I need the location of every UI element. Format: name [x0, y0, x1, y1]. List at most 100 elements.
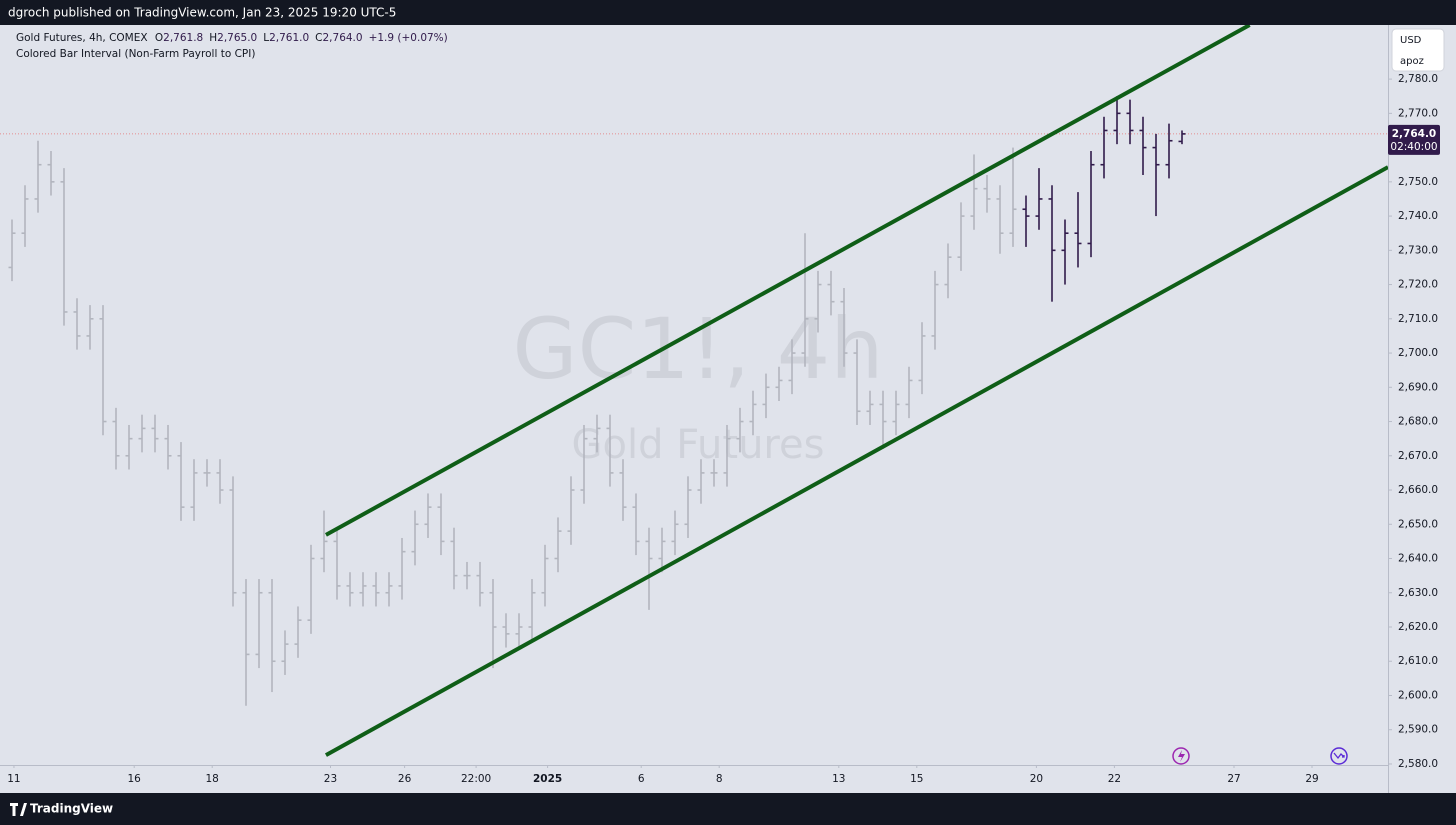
ohlc-bar	[177, 442, 185, 521]
indicator-legend: Colored Bar Interval (Non-Farm Payroll t…	[16, 48, 255, 60]
watermark: GC1!, 4h Gold Futures	[513, 300, 884, 468]
legend-value: 2,761.8	[163, 32, 203, 44]
legend-key: C	[315, 32, 322, 44]
y-tick-label: 2,750.0	[1398, 176, 1438, 188]
x-tick-label: 2025	[533, 773, 562, 785]
ohlc-bar	[879, 390, 887, 449]
ohlc-bar	[1152, 133, 1160, 217]
ohlc-bar	[775, 366, 783, 401]
ohlc-bar	[450, 527, 458, 590]
ohlc-bar	[515, 613, 523, 648]
x-tick-label: 16	[128, 773, 142, 785]
ohlc-bar	[359, 572, 367, 607]
legend-key: H	[209, 32, 217, 44]
jump-icon-arrow[interactable]	[1333, 752, 1345, 760]
x-tick-label: 15	[910, 773, 923, 785]
ohlc-bar	[1100, 116, 1108, 179]
y-tick-label: 2,630.0	[1398, 587, 1438, 599]
event-icon[interactable]	[1172, 747, 1190, 765]
ohlc-bar	[788, 339, 796, 395]
ohlc-bar	[112, 407, 120, 470]
ohlc-bar	[346, 572, 354, 607]
y-tick-label: 2,710.0	[1398, 313, 1438, 325]
x-tick-label: 27	[1227, 773, 1240, 785]
y-tick-label: 2,700.0	[1398, 347, 1438, 359]
ohlc-bar	[164, 424, 172, 470]
y-tick-label: 2,780.0	[1398, 73, 1438, 85]
ohlc-bar	[21, 185, 29, 247]
y-tick-label: 2,590.0	[1398, 724, 1438, 736]
ohlc-bar	[1074, 192, 1082, 268]
y-tick-label: 2,610.0	[1398, 655, 1438, 667]
ohlc-bar	[671, 510, 679, 556]
x-tick-label: 8	[716, 773, 723, 785]
ohlc-bar	[294, 606, 302, 658]
ohlc-bar	[697, 459, 705, 504]
ohlc-bar	[489, 579, 497, 669]
ohlc-bar	[1087, 151, 1095, 258]
ohlc-bar	[424, 493, 432, 538]
y-tick-label: 2,580.0	[1398, 758, 1438, 770]
event-icon-bolt[interactable]	[1178, 750, 1185, 762]
jump-icon[interactable]	[1330, 747, 1348, 765]
ohlc-bar	[34, 140, 42, 213]
ohlc-bar	[645, 527, 653, 610]
jump-icon-circle[interactable]	[1330, 747, 1348, 765]
ohlc-bar	[840, 287, 848, 367]
ohlc-bar	[1009, 147, 1017, 247]
legend-key: L	[263, 32, 269, 44]
ohlc-bar	[606, 414, 614, 487]
y-tick-label: 2,680.0	[1398, 416, 1438, 428]
ohlc-bar	[229, 476, 237, 607]
ohlc-bar	[203, 459, 211, 487]
footer-brand: TradingView	[30, 802, 113, 816]
x-tick-label: 22	[1108, 773, 1121, 785]
event-icon-circle[interactable]	[1172, 747, 1190, 765]
ohlc-bar	[723, 424, 731, 487]
ohlc-bar	[281, 630, 289, 675]
scale-box[interactable]	[1391, 28, 1445, 72]
footer	[0, 793, 1456, 825]
ohlc-bar	[814, 270, 822, 333]
ohlc-bar	[1178, 130, 1186, 145]
ohlc-bar	[47, 151, 55, 196]
ohlc-bar	[372, 572, 380, 607]
ohlc-bar	[333, 527, 341, 600]
x-tick-label: 11	[7, 773, 20, 785]
x-tick-label: 18	[206, 773, 219, 785]
ohlc-bar	[658, 527, 666, 573]
legend-value: 2,764.0	[323, 32, 363, 44]
ohlc-bar	[541, 544, 549, 607]
y-tick-label: 2,690.0	[1398, 381, 1438, 393]
scale-mode[interactable]: apoz	[1400, 56, 1424, 67]
ohlc-bar	[307, 544, 315, 634]
ohlc-bar	[866, 390, 874, 425]
ohlc-bar	[151, 414, 159, 453]
ohlc-bar	[931, 270, 939, 350]
ohlc-bar	[190, 459, 198, 521]
y-tick-label: 2,650.0	[1398, 518, 1438, 530]
ohlc-bar	[138, 414, 146, 453]
legend-text: Gold Futures, 4h, COMEX	[16, 32, 147, 44]
ohlc-bar	[242, 579, 250, 706]
ohlc-bar	[957, 202, 965, 271]
channel-line	[324, 25, 1251, 537]
ohlc-bar	[528, 579, 536, 641]
ohlc-bar	[86, 305, 94, 350]
ohlc-bar	[125, 424, 133, 470]
plot	[0, 25, 1388, 757]
legend-value: 2,761.0	[269, 32, 309, 44]
ohlc-bar	[1061, 219, 1069, 285]
currency[interactable]: USD	[1400, 35, 1422, 46]
ohlc-bar	[762, 373, 770, 419]
ohlc-bar	[255, 579, 263, 669]
x-tick-label: 29	[1305, 773, 1318, 785]
ohlc-bar	[268, 579, 276, 693]
ohlc-bar	[593, 414, 601, 453]
ohlc-bar	[1048, 185, 1056, 302]
ohlc-bar	[60, 168, 68, 326]
ohlc-bar	[983, 174, 991, 213]
ohlc-bar	[216, 459, 224, 504]
ohlc-bar	[398, 537, 406, 600]
